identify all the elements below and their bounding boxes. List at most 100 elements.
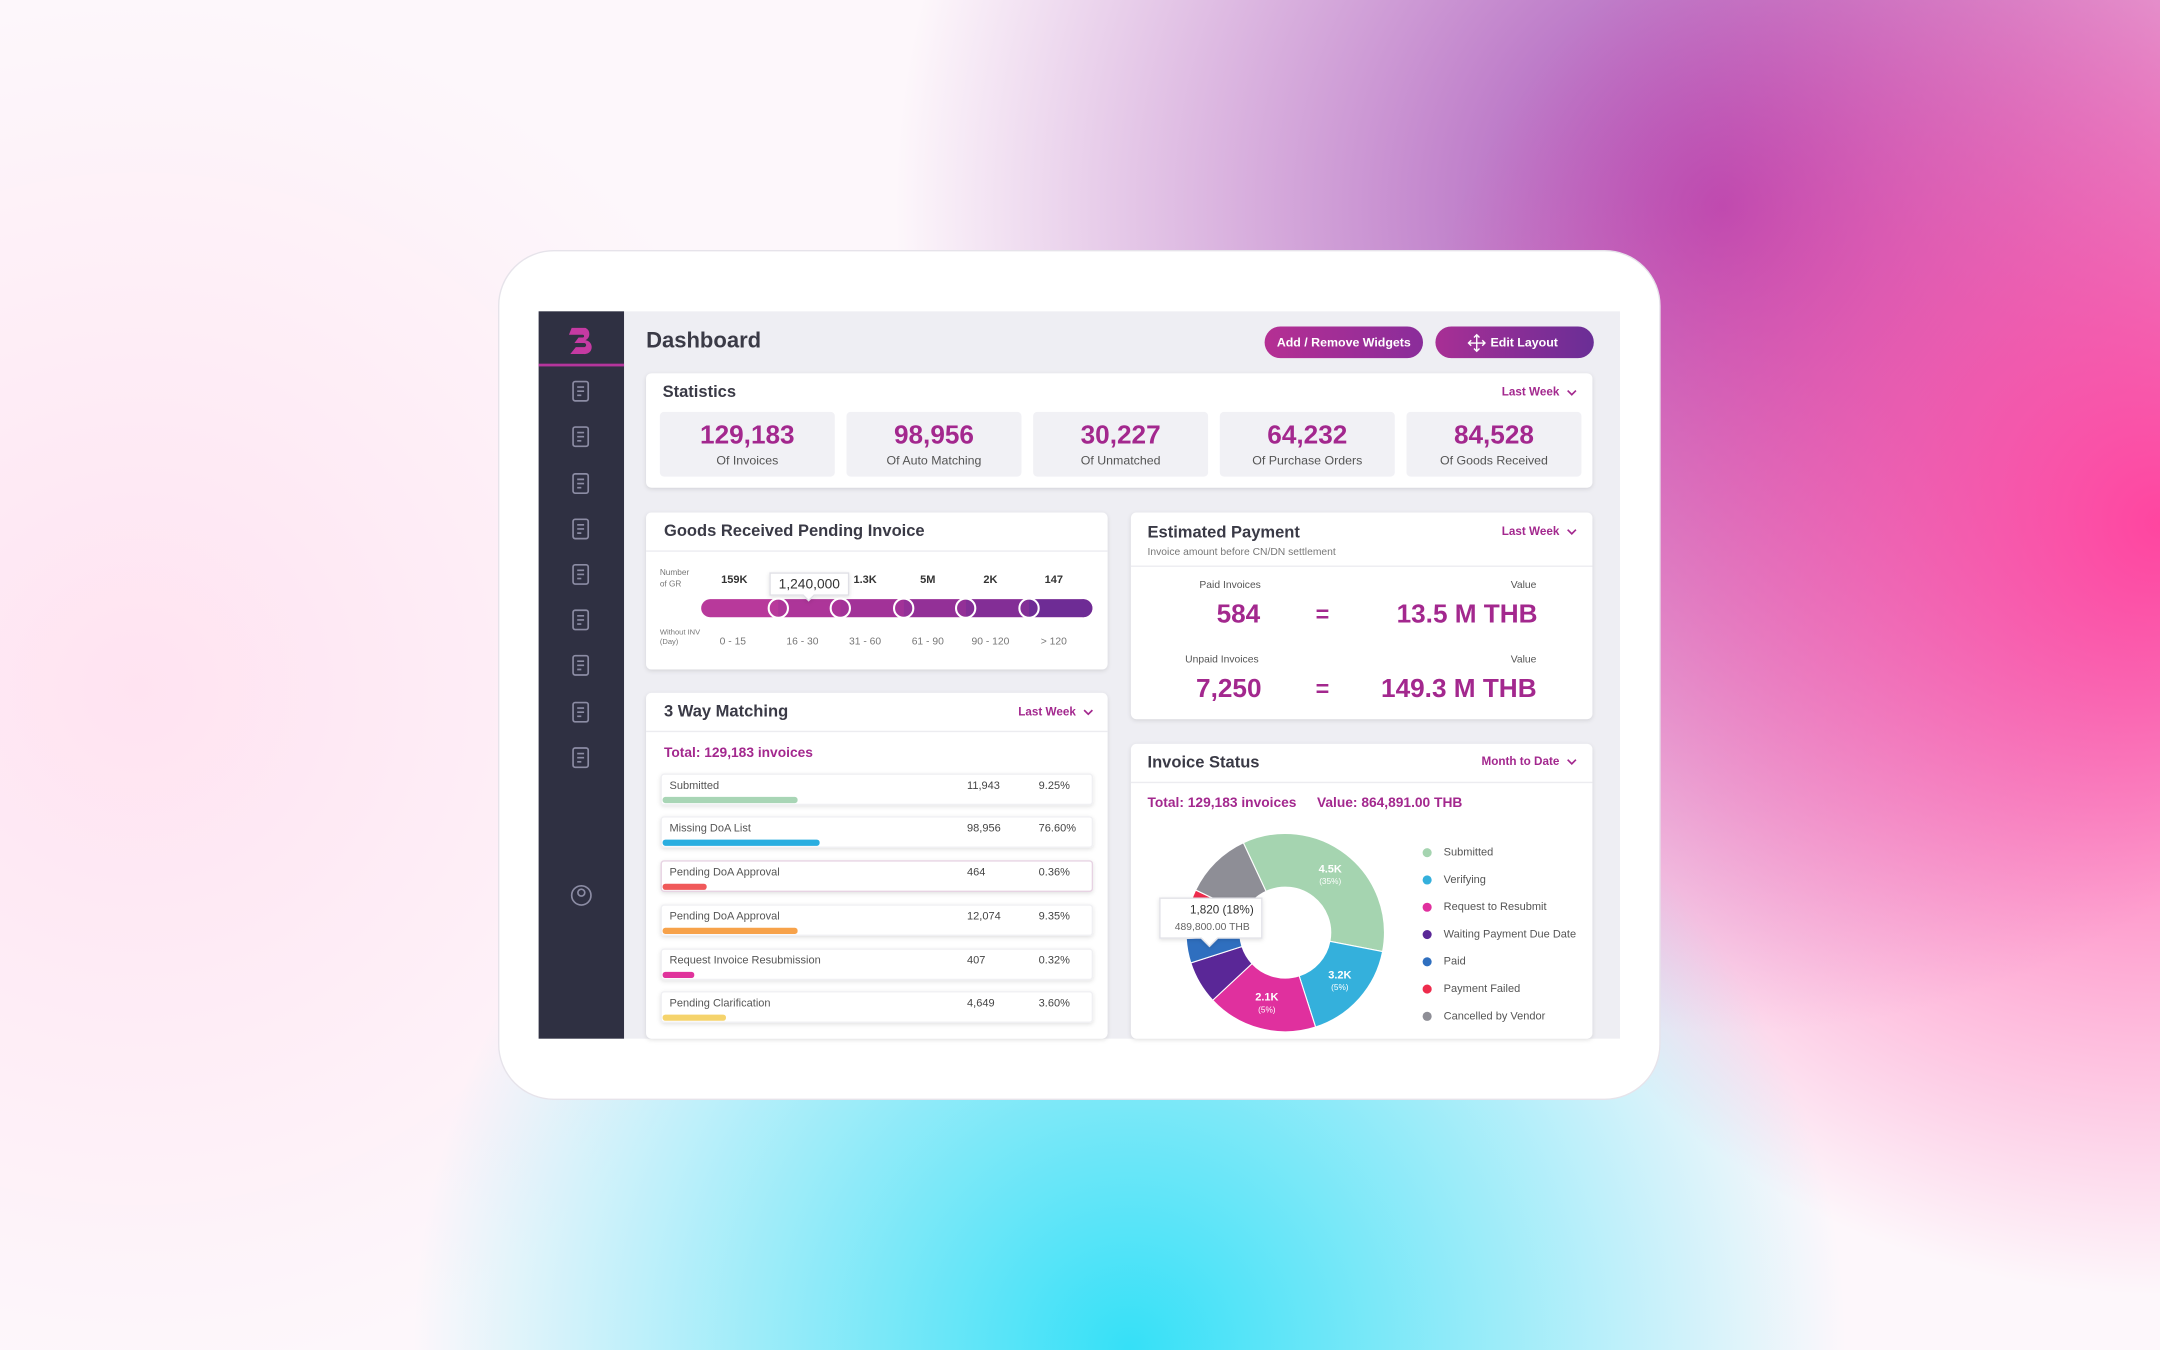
progress [662, 971, 695, 979]
legend-label: Request to Resubmit [1444, 901, 1547, 913]
logo[interactable] [568, 327, 592, 355]
nav-icon-detail [577, 524, 585, 534]
nav-icon[interactable] [572, 609, 590, 631]
stat-cards: 129,183 Of Invoices 98,956 Of Auto Matching… [659, 411, 1582, 477]
total: Total: 129,183 invoices [664, 745, 813, 760]
nav-icon-detail [577, 386, 585, 397]
count-label: 2K [983, 574, 997, 586]
legend-label: Waiting Payment Due Date [1444, 928, 1576, 940]
filter[interactable]: Last Week [1502, 525, 1560, 538]
axis-label: Number [660, 568, 690, 577]
button-label[interactable]: Add / Remove Widgets [1277, 335, 1411, 349]
segment-sublabel: (35%) [1319, 877, 1341, 886]
nav-icon[interactable] [572, 518, 590, 540]
profile-icon-head [577, 888, 586, 897]
row [660, 860, 1094, 892]
nav-icon[interactable] [572, 701, 590, 723]
unpaid-value: 149.3 M THB [1381, 673, 1537, 703]
segment-sublabel: (5%) [1331, 983, 1349, 992]
equals: = [1316, 675, 1330, 701]
tooltip-value: 489,800.00 THB [1175, 922, 1250, 933]
row-percent: 76.60% [1039, 823, 1077, 835]
stat-card [846, 411, 1022, 477]
filter[interactable]: Month to Date [1481, 755, 1559, 768]
range-label: 61 - 90 [912, 637, 944, 648]
stat-card [1406, 411, 1582, 477]
card [1130, 512, 1593, 720]
matching-rows: Submitted 11,943 9.25% Missing DoA List 98,9… [660, 773, 1094, 1023]
row-count: 12,074 [967, 911, 1001, 923]
segment-label: 3.2K [1328, 969, 1351, 981]
nav-icon[interactable] [572, 380, 590, 402]
stat-value: 129,183 [700, 420, 795, 450]
bar-segment [778, 599, 841, 618]
donut-segment [1242, 832, 1385, 953]
row-count: 407 [967, 955, 985, 967]
nav-icon[interactable] [572, 426, 590, 448]
active-indicator [538, 363, 625, 367]
card-title: Statistics [663, 382, 736, 401]
card-title: Estimated Payment [1148, 522, 1301, 541]
chevron [1567, 389, 1577, 396]
row-name: Pending DoA Approval [669, 867, 779, 879]
label: Unpaid Invoices [1185, 655, 1259, 666]
bar-segment [965, 599, 1030, 618]
stat-label: Of Purchase Orders [1252, 454, 1362, 468]
nav-icon-detail [577, 752, 585, 763]
equals: = [1316, 601, 1330, 627]
nav-icon-detail [577, 478, 585, 489]
label: Value [1511, 580, 1537, 591]
bar-segment [840, 599, 904, 618]
bar-divider [892, 597, 915, 619]
progress [662, 1014, 726, 1021]
count-label: 1.3K [853, 574, 876, 586]
legend-dot [1422, 984, 1432, 994]
legend-dot [1422, 902, 1432, 912]
stat-card [659, 411, 835, 477]
bar-segment [709, 599, 779, 618]
nav-icon[interactable] [572, 473, 590, 494]
range-label: 31 - 60 [849, 637, 881, 648]
stat-card [1219, 411, 1395, 477]
nav-icon[interactable] [572, 747, 590, 769]
label: Paid Invoices [1199, 580, 1260, 591]
bar-divider [829, 597, 851, 619]
tooltip-value: 1,240,000 [779, 576, 841, 591]
segment-sublabel: (5%) [1258, 1005, 1276, 1014]
progress [662, 839, 820, 846]
legend-dot [1422, 1011, 1432, 1021]
profile-icon[interactable] [570, 884, 592, 906]
bar-divider [767, 597, 789, 619]
segment-label: 2.1K [1255, 992, 1278, 1004]
card-title: 3 Way Matching [664, 702, 788, 721]
filter[interactable]: Last Week [1018, 705, 1076, 718]
filter[interactable]: Last Week [1502, 386, 1560, 399]
row-percent: 3.60% [1039, 997, 1070, 1009]
legend: Submitted Verifying Request to Resubmit Wai… [1422, 847, 1576, 1022]
row-count: 4,649 [967, 997, 995, 1009]
segment-label: 4.5K [1319, 863, 1342, 875]
nav-icon[interactable] [572, 563, 590, 585]
legend-dot [1422, 875, 1432, 885]
progress [662, 883, 707, 890]
button[interactable] [1264, 326, 1424, 359]
count-label: 159K [721, 574, 747, 586]
goods-bar: 0 - 15 159K 16 - 30 1,240,000 31 - 60 1.3K 61 … [701, 572, 1093, 648]
stat-value: 84,528 [1454, 420, 1534, 450]
card-title: Invoice Status [1148, 753, 1260, 772]
bar-divider [954, 597, 977, 619]
page-title: Dashboard [646, 327, 761, 352]
legend-dot [1422, 929, 1432, 940]
legend-label: Verifying [1444, 874, 1486, 886]
nav-icon-detail [577, 660, 585, 671]
stat-label: Of Goods Received [1440, 454, 1548, 468]
stat-label: Of Invoices [716, 454, 778, 468]
nav-icon-detail [577, 569, 585, 580]
count-label: 5M [920, 574, 935, 586]
button-label[interactable]: Edit Layout [1491, 335, 1558, 349]
bar-segment [903, 599, 966, 618]
nav-icon[interactable] [572, 654, 590, 676]
row-name: Pending Clarification [669, 997, 770, 1009]
progress [662, 796, 798, 804]
